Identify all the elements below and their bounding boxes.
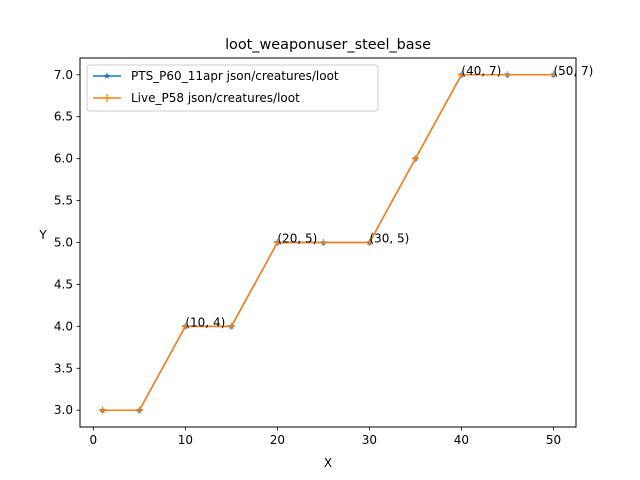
data-point-plus — [319, 239, 327, 246]
data-point-plus — [99, 406, 107, 414]
data-point-plus — [549, 71, 557, 79]
x-tick-label: 20 — [270, 433, 285, 447]
x-tick-label: 10 — [178, 433, 193, 447]
data-point-plus — [135, 406, 143, 414]
y-tick-label: 3.0 — [54, 403, 73, 417]
data-point-plus — [365, 239, 373, 246]
y-tick-label: 5.5 — [54, 194, 73, 208]
data-point-plus — [411, 155, 419, 163]
legend-plus-marker — [103, 94, 111, 102]
y-axis-label: Y — [38, 228, 47, 242]
legend-star-marker — [103, 72, 111, 79]
y-tick-label: 7.0 — [54, 68, 73, 82]
x-tick-label: 0 — [90, 433, 98, 447]
point-annotation: (10, 4) — [185, 315, 225, 329]
legend: PTS_P60_11apr json/creatures/loot Live_P… — [86, 64, 379, 112]
x-tick-label: 50 — [546, 433, 561, 447]
data-point-plus — [273, 239, 281, 246]
x-axis-label: X — [324, 456, 332, 470]
y-tick-label: 6.5 — [54, 110, 73, 124]
x-tick-label: 40 — [454, 433, 469, 447]
data-point-plus — [227, 322, 235, 330]
y-tick-label: 3.5 — [54, 361, 73, 375]
legend-box — [86, 64, 379, 112]
x-tick-label: 30 — [362, 433, 377, 447]
legend-label-series-2: Live_P58 json/creatures/loot — [131, 91, 300, 105]
point-annotation: (50, 7) — [553, 64, 593, 78]
y-tick-label: 6.0 — [54, 152, 73, 166]
data-point-plus — [181, 322, 189, 330]
y-tick-label: 5.0 — [54, 236, 73, 250]
chart-title: loot_weaponuser_steel_base — [225, 37, 431, 53]
x-axis: 0 10 20 30 40 50 — [90, 427, 561, 447]
y-tick-label: 4.0 — [54, 319, 73, 333]
point-annotation: (30, 5) — [369, 232, 409, 246]
plot-area: (10, 4) (20, 5) (30, 5) (40, 7) (50, 7) — [99, 64, 593, 414]
data-point-plus — [503, 71, 511, 79]
point-annotation: (40, 7) — [461, 64, 501, 78]
legend-label-series-1: PTS_P60_11apr json/creatures/loot — [131, 69, 339, 83]
y-axis: 3.0 3.5 4.0 4.5 5.0 5.5 6.0 6.5 7.0 — [54, 68, 80, 417]
y-tick-label: 4.5 — [54, 277, 73, 291]
point-annotation: (20, 5) — [277, 232, 317, 246]
data-point-plus — [457, 71, 465, 79]
